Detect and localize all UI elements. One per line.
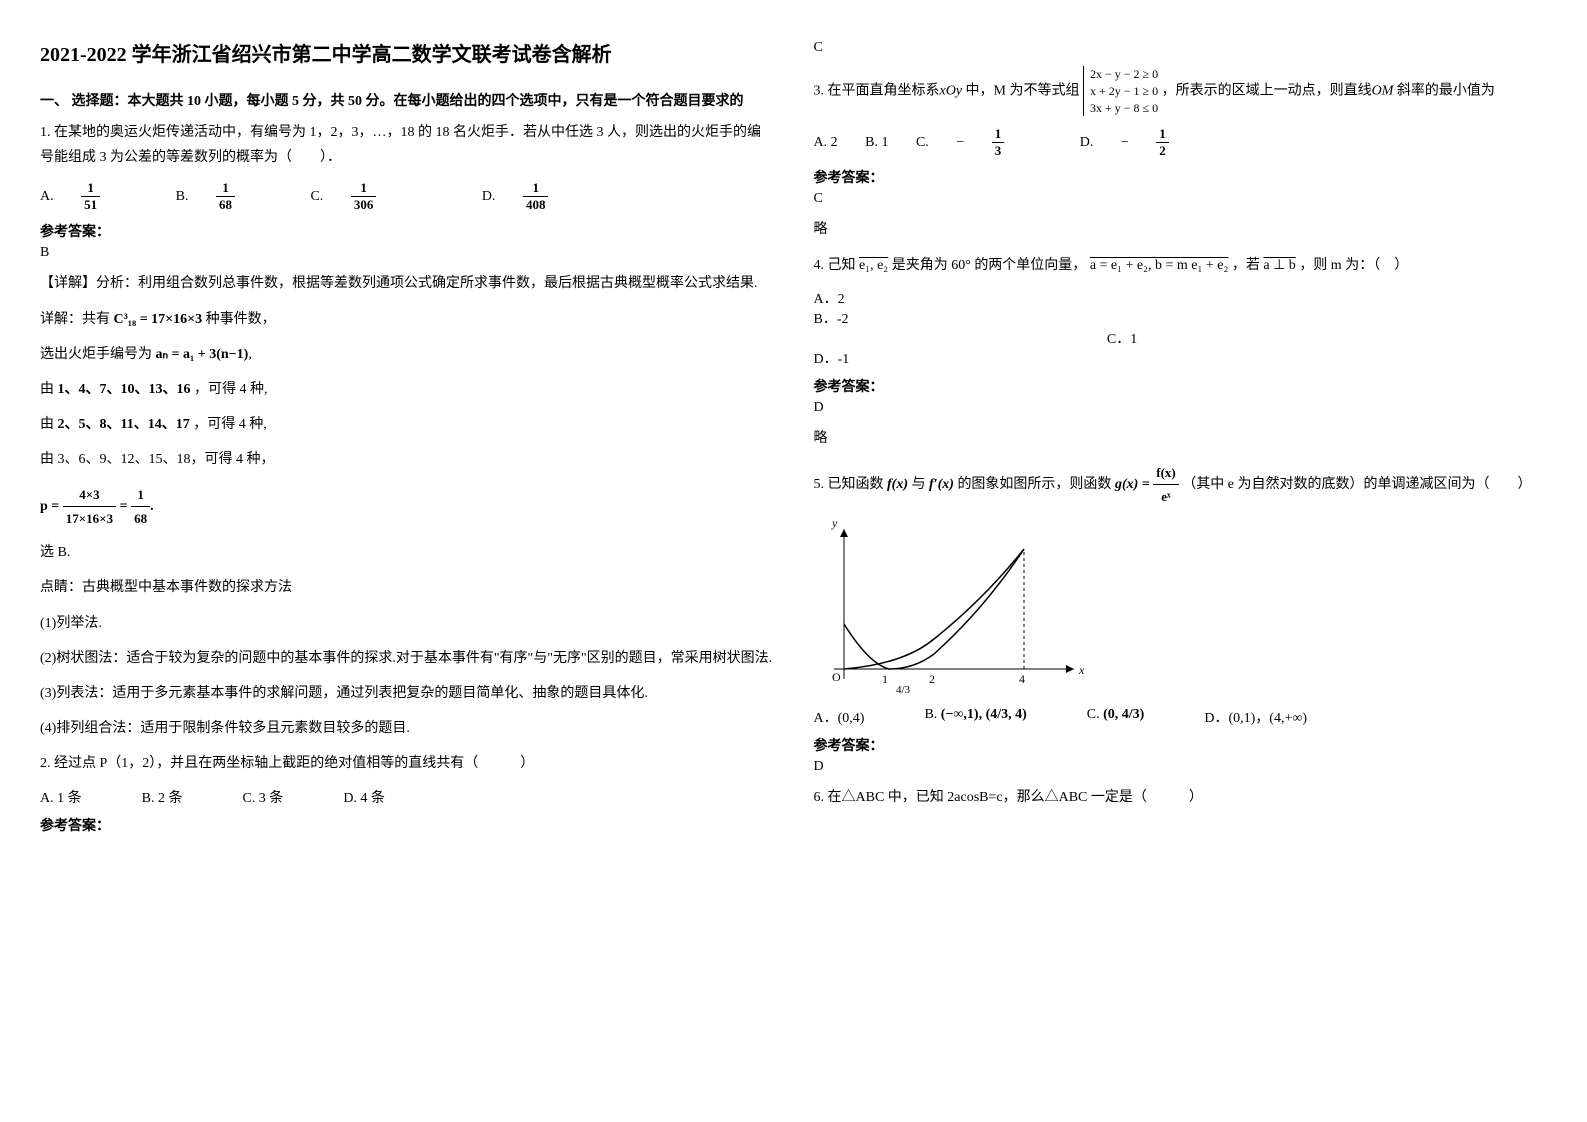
q1-detail-11: (4)排列组合法：适用于限制条件较多且元素数目较多的题目. xyxy=(40,716,774,741)
section-1-title: 一、 选择题：本大题共 10 小题，每小题 5 分，共 50 分。在每小题给出的… xyxy=(40,90,774,110)
tick-4: 4 xyxy=(1019,672,1025,686)
q4-answer-label: 参考答案： xyxy=(814,376,1548,396)
q2-options: A. 1 条 B. 2 条 C. 3 条 D. 4 条 xyxy=(40,787,774,807)
q1-detail-3: 选出火炬手编号为 aₙ = a₁ + 3(n−1), xyxy=(40,342,774,367)
tick-2: 2 xyxy=(929,672,935,686)
q2-opt-a: A. 1 条 xyxy=(40,787,82,807)
q3-answer-label: 参考答案： xyxy=(814,167,1548,187)
question-5: 5. 已知函数 f(x) 与 f′(x) 的图象如图所示，则函数 g(x) = … xyxy=(814,461,1548,509)
question-1: 1. 在某地的奥运火炬传递活动中，有编号为 1，2，3，…，18 的 18 名火… xyxy=(40,120,774,170)
right-column: C 3. 在平面直角坐标系xOy 中，M 为不等式组 2x − y − 2 ≥ … xyxy=(814,40,1548,839)
q3-opt-d: D. − 12 xyxy=(1080,135,1217,150)
q5-options: A．(0,4) B. (−∞,1), (4/3, 4) C. (0, 4/3) … xyxy=(814,707,1548,727)
q1-detail-6: 选 B. xyxy=(40,540,774,565)
q5-answer: D xyxy=(814,759,1548,775)
q4-opt-a: A．2 xyxy=(814,288,1107,308)
q1-detail-5: 由 3、6、9、12、15、18，可得 4 种， xyxy=(40,447,774,472)
q2-answer-label: 参考答案： xyxy=(40,815,774,835)
q4-opt-c: C．1 xyxy=(1107,328,1400,348)
q1-opt-b: B. 168 xyxy=(176,189,287,204)
q1-answer: B xyxy=(40,245,774,261)
q1-detail-7: 点睛：古典概型中基本事件数的探求方法 xyxy=(40,575,774,600)
exam-title: 2021-2022 学年浙江省绍兴市第二中学高二数学文联考试卷含解析 xyxy=(40,40,774,70)
q2-answer: C xyxy=(814,40,1548,56)
q1-seq-1: 由 1、4、7、10、13、16 ，可得 4 种, xyxy=(40,377,774,402)
q1-opt-d: D. 1408 xyxy=(482,189,597,204)
q4-options: A．2 B．-2 C．1 D．-1 xyxy=(814,288,1548,368)
q3-answer: C xyxy=(814,191,1548,207)
q5-opt-c: C. (0, 4/3) xyxy=(1087,707,1145,727)
q3-cases: 2x − y − 2 ≥ 0 x + 2y − 1 ≥ 0 3x + y − 8… xyxy=(1083,66,1158,116)
q1-options: A. 151 B. 168 C. 1306 D. 1408 xyxy=(40,180,774,213)
q1-opt-c: C. 1306 xyxy=(310,189,427,204)
q1-p-formula: p = 4×317×16×3 = 168. xyxy=(40,483,774,531)
q2-opt-b: B. 2 条 xyxy=(142,787,183,807)
q4-omitted: 略 xyxy=(814,426,1548,451)
q1-detail-2: 详解：共有 C³₁₈ = 17×16×3 种事件数， xyxy=(40,307,774,332)
question-2: 2. 经过点 P（1，2），并且在两坐标轴上截距的绝对值相等的直线共有（ ） xyxy=(40,751,774,776)
q5-opt-a: A．(0,4) xyxy=(814,707,865,727)
q4-opt-b: B．-2 xyxy=(814,308,1181,328)
tick-1: 1 xyxy=(882,672,888,686)
q1-detail-9: (2)树状图法：适合于较为复杂的问题中的基本事件的探求.对于基本事件有"有序"与… xyxy=(40,646,774,671)
q3-opt-b: B. 1 xyxy=(865,135,888,150)
q2-opt-d: D. 4 条 xyxy=(343,787,385,807)
q1-answer-label: 参考答案： xyxy=(40,221,774,241)
q2-opt-c: C. 3 条 xyxy=(242,787,283,807)
q3-omitted: 略 xyxy=(814,217,1548,242)
q3-opt-c: C. − 13 xyxy=(916,135,1056,150)
q1-text: 1. 在某地的奥运火炬传递活动中，有编号为 1，2，3，…，18 的 18 名火… xyxy=(40,120,774,170)
origin-label: O xyxy=(832,670,841,684)
question-3: 3. 在平面直角坐标系xOy 中，M 为不等式组 2x − y − 2 ≥ 0 … xyxy=(814,66,1548,116)
q1-detail-10: (3)列表法：适用于多元素基本事件的求解问题，通过列表把复杂的题目简单化、抽象的… xyxy=(40,681,774,706)
q4-opt-d: D．-1 xyxy=(814,348,850,368)
q1-detail-8: (1)列举法. xyxy=(40,611,774,636)
q1-opt-a: A. 151 xyxy=(40,189,152,204)
q1-detail-1: 【详解】分析：利用组合数列总事件数，根据等差数列通项公式确定所求事件数，最后根据… xyxy=(40,271,774,296)
q5-chart: O x y 1 4/3 2 4 xyxy=(814,519,1094,699)
q3-opt-a: A. 2 xyxy=(814,135,838,150)
left-column: 2021-2022 学年浙江省绍兴市第二中学高二数学文联考试卷含解析 一、 选择… xyxy=(40,40,774,839)
q5-opt-d: D．(0,1)，(4,+∞) xyxy=(1204,707,1307,727)
x-axis-label: x xyxy=(1078,663,1085,677)
q1-seq-2: 由 2、5、8、11、14、17 ，可得 4 种, xyxy=(40,412,774,437)
question-6: 6. 在△ABC 中，已知 2acosB=c，那么△ABC 一定是（ ） xyxy=(814,785,1548,810)
q5-answer-label: 参考答案： xyxy=(814,735,1548,755)
exam-page: 2021-2022 学年浙江省绍兴市第二中学高二数学文联考试卷含解析 一、 选择… xyxy=(40,40,1547,839)
tick-43: 4/3 xyxy=(896,684,911,696)
question-4: 4. 己知 e₁, e₂ 是夹角为 60° 的两个单位向量， a = e₁ + … xyxy=(814,253,1548,278)
q4-answer: D xyxy=(814,400,1548,416)
y-axis-label: y xyxy=(831,519,838,530)
q5-opt-b: B. (−∞,1), (4/3, 4) xyxy=(924,707,1026,727)
q3-options: A. 2 B. 1 C. − 13 D. − 12 xyxy=(814,126,1548,159)
